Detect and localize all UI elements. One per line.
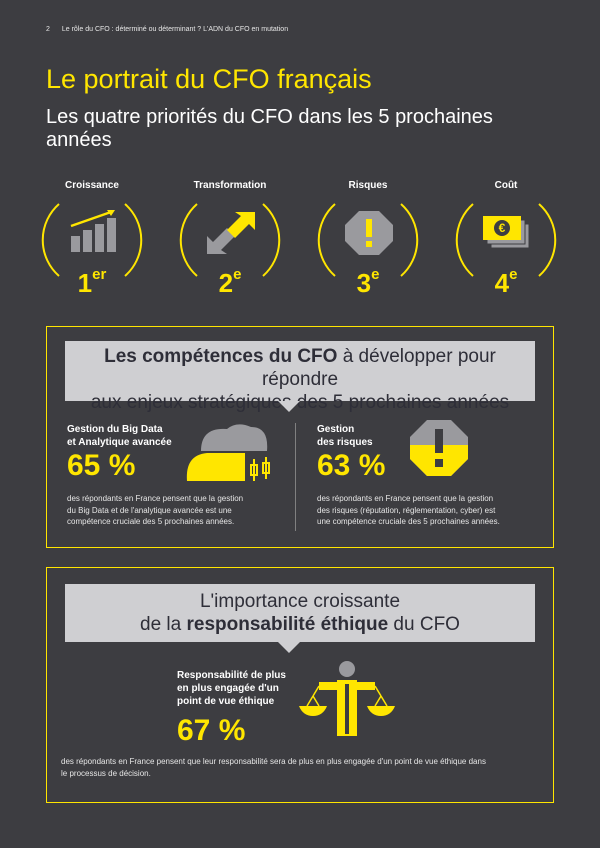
priority-ring xyxy=(455,203,557,277)
priority-rank: 4e xyxy=(494,266,518,298)
double-arrow-icon xyxy=(207,212,255,254)
risk-percent: 63 % xyxy=(317,449,386,482)
cloud-data-icon xyxy=(186,424,275,483)
priority-ring xyxy=(179,203,281,277)
risk-label: Gestion des risques xyxy=(317,424,373,448)
page-title: Le portrait du CFO français xyxy=(46,64,372,94)
skills-box: Les compétences du CFO à développer pour… xyxy=(46,326,554,548)
priority-ring xyxy=(41,203,143,277)
skills-banner-rest: à développer pour répondre xyxy=(261,346,496,390)
warning-icon xyxy=(410,420,468,476)
priority-rank: 2e xyxy=(218,266,242,298)
bigdata-label: Gestion du Big Data et Analytique avancé… xyxy=(67,424,172,448)
priority-risques: Risques 3e xyxy=(313,180,423,298)
euro-banknote-icon: € xyxy=(483,216,530,249)
skills-banner-bold: Les compétences du CFO xyxy=(104,346,338,367)
column-divider xyxy=(295,423,296,531)
skills-banner: Les compétences du CFO à développer pour… xyxy=(65,341,535,413)
priority-rank: 1er xyxy=(77,266,107,298)
header-text: Le rôle du CFO : déterminé ou déterminan… xyxy=(61,26,289,33)
svg-text:€: € xyxy=(499,221,506,235)
ethics-percent: 67 % xyxy=(177,714,246,747)
ethics-banner-bold: responsabilité éthique xyxy=(186,614,389,635)
priority-label: Croissance xyxy=(65,180,119,191)
priority-ring xyxy=(317,203,419,277)
priority-cout: Coût € 4e xyxy=(451,180,561,298)
priority-croissance: Croissance 1er xyxy=(37,180,147,298)
priority-label: Coût xyxy=(494,180,518,191)
bigdata-percent: 65 % xyxy=(67,449,136,482)
skills-banner-line2: aux enjeux stratégiques des 5 prochaines… xyxy=(90,392,510,413)
warning-icon xyxy=(345,211,393,255)
ethics-description: des répondants en France pensent que leu… xyxy=(61,757,486,778)
bigdata-description: des répondants en France pensent que la … xyxy=(67,494,244,526)
risk-description: des répondants en France pensent que la … xyxy=(317,494,500,526)
growth-chart-icon xyxy=(70,210,116,252)
priority-label: Transformation xyxy=(193,180,267,191)
banner-notch xyxy=(278,401,300,412)
priority-rank: 3e xyxy=(356,266,380,298)
banner-notch xyxy=(278,642,300,653)
ethics-banner-line1: L'importance croissante xyxy=(199,591,401,612)
ethics-box: L'importance croissante de la responsabi… xyxy=(46,567,554,803)
page-number: 2 xyxy=(46,26,50,33)
justice-scale-person-icon xyxy=(299,661,395,736)
page-header: 2 Le rôle du CFO : déterminé ou détermin… xyxy=(46,26,288,33)
ethics-banner: L'importance croissante de la responsabi… xyxy=(65,584,535,642)
priority-transformation: Transformation 2e xyxy=(175,180,285,298)
priority-label: Risques xyxy=(348,180,388,191)
ethics-label: Responsabilité de plus en plus engagée d… xyxy=(177,670,286,707)
page-subtitle: Les quatre priorités du CFO dans les 5 p… xyxy=(46,106,493,151)
